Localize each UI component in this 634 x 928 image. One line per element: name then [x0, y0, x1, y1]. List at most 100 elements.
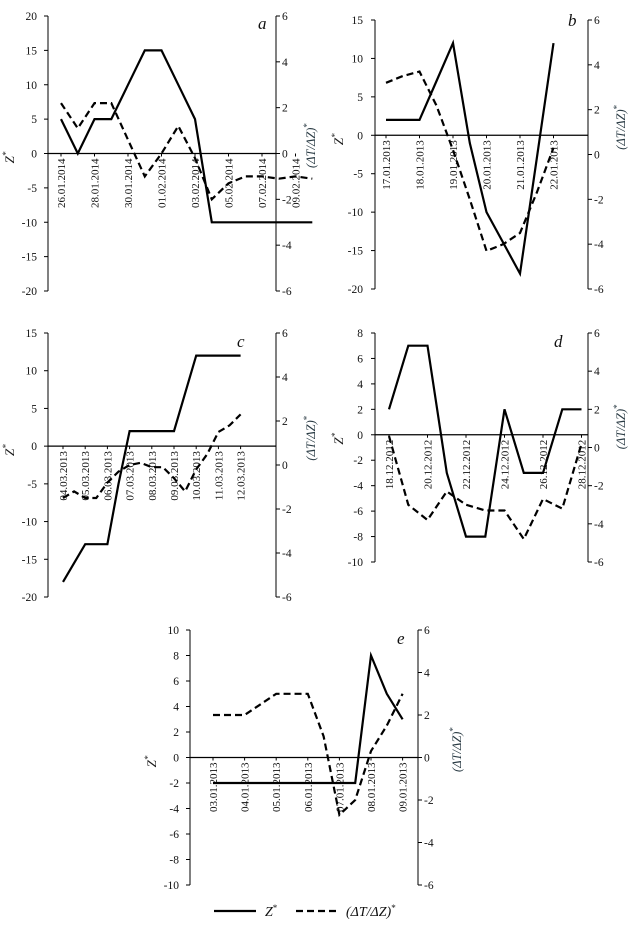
series-z-line	[387, 344, 582, 538]
left-tick-label: 10	[26, 80, 38, 92]
x-tick-label: 20.01.2013	[482, 140, 494, 190]
left-tick-label: -10	[22, 217, 38, 229]
right-tick-label: -6	[594, 284, 604, 296]
left-tick-label: -5	[27, 479, 37, 491]
right-axis-title-sup: *	[448, 727, 458, 732]
left-axis-title-main: Z	[331, 137, 346, 145]
series-dt-line	[387, 435, 583, 542]
series-z-line	[213, 651, 404, 785]
x-tick-label: 10.03.2013	[191, 451, 203, 501]
left-tick-label: 15	[352, 15, 364, 27]
left-tick-label: -15	[22, 554, 38, 566]
left-axis-title-sup: *	[1, 151, 11, 156]
x-tick-label: 21.01.2013	[515, 140, 527, 190]
x-tick-label: 06.01.2013	[303, 762, 315, 812]
left-tick-label: 0	[31, 441, 37, 453]
left-tick-label: -20	[22, 286, 38, 298]
right-tick-label: 4	[282, 57, 288, 69]
panel-letter: c	[237, 332, 245, 351]
right-tick-label: 4	[282, 372, 288, 384]
right-axis-title: (ΔT/ΔZ)*	[448, 727, 464, 772]
series-z-line	[62, 354, 241, 583]
left-tick-label: 0	[357, 130, 363, 142]
left-tick-label: 10	[26, 366, 38, 378]
left-tick-label: -10	[164, 880, 180, 892]
left-axis-title-sup: *	[330, 432, 340, 437]
right-axis-title: (ΔT/ΔZ)*	[302, 415, 318, 460]
left-tick-label: 8	[173, 651, 179, 663]
series-dt-line	[213, 692, 404, 818]
legend-z-sup: *	[273, 903, 278, 913]
left-tick-label: 5	[31, 403, 37, 415]
left-axis-title: Z*	[330, 133, 346, 145]
panel-d: -10 -8 -6 -4 -2 0 2 4 6 8 -6 -4 -2 0 2 4 6 18.12.2012 20.1…	[330, 328, 628, 569]
right-tick-label: -2	[594, 194, 604, 206]
left-axis-title-main: Z	[331, 437, 346, 445]
left-tick-label: 15	[26, 328, 38, 340]
left-tick-label: -6	[353, 506, 363, 518]
right-axis-title-main: (ΔT/ΔZ)	[614, 109, 628, 149]
left-tick-label: 4	[357, 379, 363, 391]
left-axis-title: Z*	[1, 444, 17, 456]
series-z-line	[60, 49, 313, 224]
left-tick-label: 2	[357, 404, 363, 416]
x-tick-label: 28.12.2012	[577, 440, 589, 490]
left-tick-label: 0	[173, 753, 179, 765]
right-tick-label: -6	[282, 286, 292, 298]
panel-letter: a	[258, 14, 267, 33]
left-tick-label: -15	[348, 246, 364, 258]
right-axis-title-main: (ΔT/ΔZ)	[304, 128, 318, 168]
series-dt-line	[62, 413, 242, 500]
right-tick-label: -4	[282, 240, 292, 252]
left-tick-label: 0	[31, 149, 37, 161]
x-tick-label: 24.12.2012	[500, 440, 512, 490]
left-tick-label: 5	[357, 92, 363, 104]
left-axis-title-sup: *	[330, 133, 340, 138]
left-tick-label: 20	[26, 11, 38, 23]
right-axis-title-main: (ΔT/ΔZ)	[614, 409, 628, 449]
right-tick-label: -4	[282, 548, 292, 560]
x-tick-label: 26.01.2014	[56, 158, 68, 208]
left-tick-label: 15	[26, 45, 38, 57]
x-tick-label: 07.03.2013	[125, 451, 137, 501]
left-axis-title-main: Z	[2, 155, 17, 163]
left-axis-title: Z*	[330, 432, 346, 444]
right-tick-label: -4	[594, 239, 604, 251]
x-tick-label: 18.01.2013	[415, 140, 427, 190]
left-tick-label: -2	[353, 455, 363, 467]
x-tick-label: 18.12.2012	[384, 440, 396, 490]
right-tick-label: -6	[424, 880, 434, 892]
right-axis-title-main: (ΔT/ΔZ)	[450, 732, 464, 772]
right-tick-label: 2	[594, 105, 600, 117]
left-tick-label: -4	[169, 804, 179, 816]
right-axis-title: (ΔT/ΔZ)*	[302, 123, 318, 168]
left-tick-label: -10	[348, 557, 364, 569]
left-tick-label: -6	[169, 829, 179, 841]
left-tick-label: -8	[353, 532, 363, 544]
x-tick-label: 11.03.2013	[213, 451, 225, 501]
left-axis-title: Z*	[143, 755, 159, 767]
right-tick-label: 0	[424, 753, 430, 765]
left-tick-label: -5	[353, 169, 363, 181]
series-dt-line	[60, 101, 313, 202]
left-tick-label: 8	[357, 328, 363, 340]
right-tick-label: 4	[424, 668, 430, 680]
panel-letter: b	[568, 11, 577, 30]
x-tick-label: 09.03.2013	[169, 451, 181, 501]
left-tick-label: 0	[357, 430, 363, 442]
panel-letter: e	[397, 629, 405, 648]
x-tick-label: 07.02.2014	[257, 158, 269, 208]
left-tick-label: -20	[348, 284, 364, 296]
x-tick-label: 28.01.2014	[90, 158, 102, 208]
left-axis-title-main: Z	[2, 448, 17, 456]
right-tick-label: 0	[594, 150, 600, 162]
x-tick-label: 01.02.2014	[157, 158, 169, 208]
right-tick-label: 6	[282, 328, 288, 340]
series-z-line	[386, 39, 555, 278]
series-dt-line	[385, 70, 555, 253]
right-tick-label: 6	[282, 11, 288, 23]
x-tick-label: 09.02.2014	[291, 158, 303, 208]
right-tick-label: -4	[424, 838, 434, 850]
